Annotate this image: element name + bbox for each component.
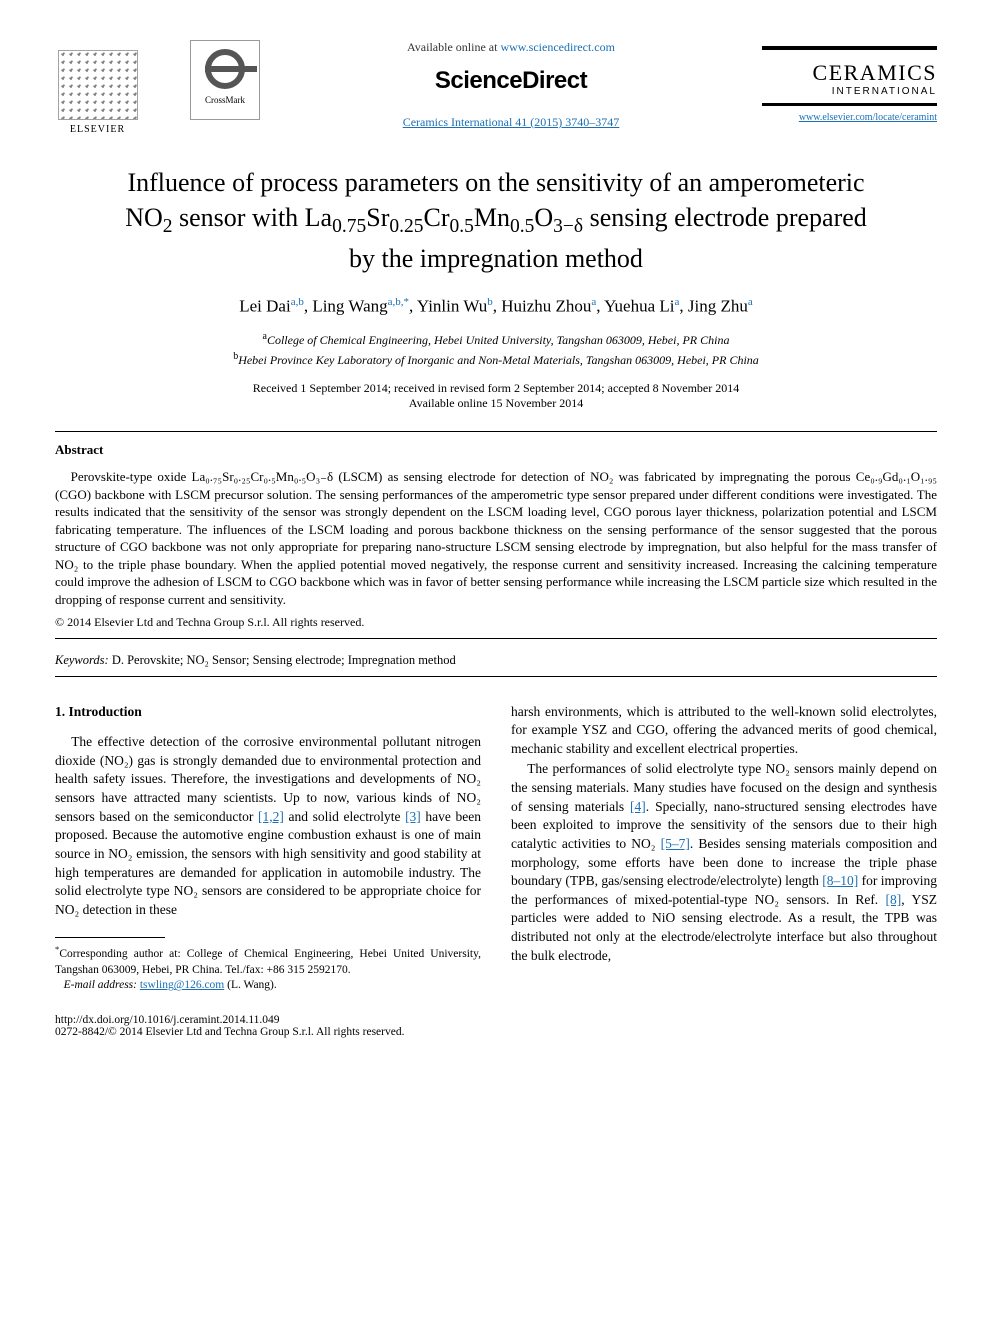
intro-para-2: The performances of solid electrolyte ty…	[511, 760, 937, 965]
available-prefix: Available online at	[407, 40, 500, 54]
email-label: E-mail address:	[64, 979, 140, 991]
keywords: Keywords: D. Perovskite; NO₂ Sensor; Sen…	[55, 653, 937, 668]
author-2-affil[interactable]: a,b,	[388, 296, 404, 308]
intro-para-1: The effective detection of the corrosive…	[55, 733, 481, 919]
abstract-body: Perovskite-type oxide La₀.₇₅Sr₀.₂₅Cr₀.₅M…	[55, 468, 937, 608]
keywords-text: D. Perovskite; NO₂ Sensor; Sensing elect…	[109, 653, 456, 667]
author-3: Yinlin Wu	[417, 296, 487, 315]
dates-line2: Available online 15 November 2014	[409, 396, 583, 410]
column-right: harsh environments, which is attributed …	[511, 703, 937, 994]
author-6-affil[interactable]: a	[748, 296, 753, 308]
author-6: Jing Zhu	[688, 296, 748, 315]
body-columns: 1. Introduction The effective detection …	[55, 703, 937, 994]
email-suffix: (L. Wang).	[224, 979, 277, 991]
sciencedirect-logo: ScienceDirect	[280, 67, 742, 95]
corr-text: Corresponding author at: College of Chem…	[55, 948, 481, 976]
available-online: Available online at www.sciencedirect.co…	[280, 40, 742, 55]
journal-brand: CERAMICS INTERNATIONAL www.elsevier.com/…	[762, 40, 937, 123]
crossmark-icon	[205, 49, 245, 89]
authors: Lei Daia,b, Ling Wanga,b,*, Yinlin Wub, …	[55, 296, 937, 317]
affil-a: College of Chemical Engineering, Hebei U…	[267, 333, 730, 347]
author-5: Yuehua Li	[604, 296, 674, 315]
journal-reference[interactable]: Ceramics International 41 (2015) 3740–37…	[280, 115, 742, 130]
author-3-affil[interactable]: b	[487, 296, 493, 308]
author-4: Huizhu Zhou	[501, 296, 591, 315]
sciencedirect-url[interactable]: www.sciencedirect.com	[500, 40, 615, 54]
intro-heading: 1. Introduction	[55, 703, 481, 722]
ceramics-brand-box: CERAMICS INTERNATIONAL	[762, 46, 937, 106]
journal-url-link[interactable]: www.elsevier.com/locate/ceramint	[799, 112, 937, 123]
ceramics-title: CERAMICS	[762, 60, 937, 86]
author-1-affil[interactable]: a,b	[291, 296, 304, 308]
elsevier-label: ELSEVIER	[70, 124, 125, 135]
abstract-heading: Abstract	[55, 442, 937, 458]
title-line3: by the impregnation method	[349, 244, 643, 273]
title-line2: NO2 sensor with La0.75Sr0.25Cr0.5Mn0.5O3…	[125, 203, 867, 232]
ref-5-7[interactable]: [5–7]	[661, 836, 690, 851]
author-1: Lei Dai	[239, 296, 290, 315]
issn-copyright: 0272-8842/© 2014 Elsevier Ltd and Techna…	[55, 1026, 937, 1038]
abstract-text: Perovskite-type oxide La₀.₇₅Sr₀.₂₅Cr₀.₅M…	[55, 468, 937, 608]
corr-email[interactable]: tswling@126.com	[140, 979, 224, 991]
keywords-label: Keywords:	[55, 653, 109, 667]
journal-url[interactable]: www.elsevier.com/locate/ceramint	[762, 112, 937, 123]
ref-1-2[interactable]: [1,2]	[258, 809, 284, 824]
footnote-separator	[55, 937, 165, 938]
author-4-affil[interactable]: a	[591, 296, 596, 308]
ref-4[interactable]: [4]	[630, 799, 646, 814]
affiliations: aCollege of Chemical Engineering, Hebei …	[55, 330, 937, 369]
rule-mid	[55, 638, 937, 639]
affil-b: Hebei Province Key Laboratory of Inorgan…	[238, 353, 759, 367]
dates-line1: Received 1 September 2014; received in r…	[253, 381, 740, 395]
crossmark-label: CrossMark	[205, 95, 245, 105]
author-2: Ling Wang	[312, 296, 387, 315]
rule-top	[55, 431, 937, 432]
center-header: Available online at www.sciencedirect.co…	[260, 40, 762, 130]
abstract-copyright: © 2014 Elsevier Ltd and Techna Group S.r…	[55, 615, 937, 630]
ceramics-subtitle: INTERNATIONAL	[762, 86, 937, 97]
elsevier-tree-icon	[58, 50, 138, 120]
journal-ref-link[interactable]: Ceramics International 41 (2015) 3740–37…	[403, 115, 620, 129]
article-title: Influence of process parameters on the s…	[95, 165, 897, 276]
title-line1: Influence of process parameters on the s…	[127, 168, 864, 197]
column-left: 1. Introduction The effective detection …	[55, 703, 481, 994]
author-2-corr[interactable]: *	[404, 296, 410, 308]
article-dates: Received 1 September 2014; received in r…	[55, 381, 937, 411]
footer-info: http://dx.doi.org/10.1016/j.ceramint.201…	[55, 1014, 937, 1038]
ref-8[interactable]: [8]	[886, 892, 902, 907]
rule-bottom	[55, 676, 937, 677]
elsevier-logo[interactable]: ELSEVIER	[55, 40, 140, 135]
corresponding-footnote: *Corresponding author at: College of Che…	[55, 944, 481, 993]
author-5-affil[interactable]: a	[675, 296, 680, 308]
crossmark-badge[interactable]: CrossMark	[190, 40, 260, 120]
ref-8-10[interactable]: [8–10]	[822, 873, 858, 888]
ref-3[interactable]: [3]	[405, 809, 421, 824]
doi: http://dx.doi.org/10.1016/j.ceramint.201…	[55, 1014, 937, 1026]
intro-para-1-cont: harsh environments, which is attributed …	[511, 703, 937, 759]
header-row: ELSEVIER CrossMark Available online at w…	[55, 40, 937, 135]
